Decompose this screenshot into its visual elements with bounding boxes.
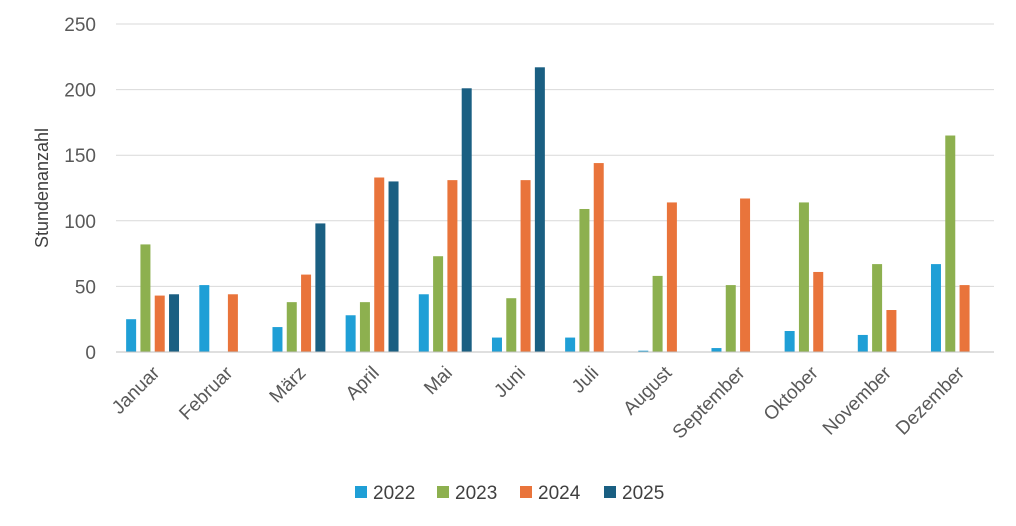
category-label: März	[266, 363, 311, 408]
bar-2023-Mai	[433, 256, 444, 352]
legend-swatch-2022	[355, 486, 367, 498]
bar-2024-Juli	[593, 163, 604, 352]
bar-2023-Oktober	[798, 202, 809, 352]
legend-swatch-2023	[437, 486, 449, 498]
bar-2023-Juli	[579, 208, 590, 352]
category-labels: Januar Februar März April Mai Juni Juli AugustS…	[108, 362, 969, 443]
category-label: Mai	[420, 363, 457, 400]
gridlines	[116, 23, 994, 287]
category-label: Juli	[568, 363, 603, 398]
bar-2024-Mai	[447, 180, 458, 352]
bar-2025-Mai	[461, 88, 472, 353]
bar-2022-Juni	[491, 337, 502, 352]
category-label: August	[620, 362, 677, 419]
category-label: November	[819, 362, 896, 439]
bar-2022-Januar	[126, 319, 137, 352]
bar-2024-August	[666, 202, 677, 352]
bar-2022-Dezember	[930, 264, 941, 352]
bar-2024-Oktober	[813, 271, 824, 352]
bar-2023-November	[872, 264, 883, 352]
bar-2023-März	[286, 302, 297, 352]
bar-2023-April	[359, 302, 370, 352]
bar-2022-Februar	[199, 285, 210, 352]
category-label: Dezember	[892, 362, 969, 439]
y-tick-label: 100	[64, 212, 96, 233]
bar-2023-Dezember	[945, 135, 956, 352]
bar-2025-Januar	[169, 294, 180, 352]
y-axis-ticks: 0 50 100 150 200 250	[64, 15, 96, 364]
bar-2024-Februar	[227, 294, 238, 352]
legend-label-2025: 2025	[622, 483, 664, 504]
bars	[126, 67, 970, 353]
category-label: Januar	[108, 362, 164, 418]
legend-swatch-2025	[604, 486, 616, 498]
legend-swatch-2024	[520, 486, 532, 498]
y-axis-label: Stundenanzahl	[32, 128, 52, 248]
legend-label-2023: 2023	[455, 483, 497, 504]
legend: 2022 2023 2024 2025	[355, 483, 664, 504]
y-tick-label: 50	[75, 277, 96, 298]
bar-2024-April	[374, 177, 385, 352]
bar-2024-Januar	[154, 295, 165, 352]
category-label: April	[342, 363, 384, 405]
bar-2023-Januar	[140, 244, 151, 352]
category-label: September	[669, 362, 750, 443]
bar-2023-August	[652, 275, 663, 352]
bar-2022-Juli	[565, 337, 576, 352]
bar-2024-Dezember	[959, 285, 970, 352]
bar-2024-Juni	[520, 180, 531, 352]
bar-2022-November	[857, 334, 868, 352]
legend-label-2024: 2024	[538, 483, 581, 504]
bar-2024-März	[301, 274, 312, 352]
legend-label-2022: 2022	[373, 483, 415, 504]
category-label: Oktober	[760, 362, 823, 425]
y-tick-label: 250	[64, 15, 96, 36]
category-label: Februar	[175, 362, 237, 424]
bar-2025-März	[315, 223, 326, 352]
y-tick-label: 200	[64, 81, 96, 102]
y-tick-label: 0	[85, 343, 96, 364]
bar-2022-August	[638, 350, 649, 352]
bar-2024-November	[886, 310, 897, 352]
bar-2023-September	[725, 285, 736, 352]
bar-2022-Oktober	[784, 331, 795, 352]
bar-2025-April	[388, 181, 399, 352]
bar-2024-September	[740, 198, 751, 352]
bar-2022-März	[272, 327, 283, 352]
category-label: Juni	[490, 363, 529, 402]
bar-2022-September	[711, 348, 722, 352]
y-tick-label: 150	[64, 146, 96, 167]
bar-2022-Mai	[418, 294, 429, 352]
bar-2025-Juni	[534, 67, 545, 353]
bar-2023-Juni	[506, 298, 517, 352]
bar-2022-April	[345, 315, 356, 352]
